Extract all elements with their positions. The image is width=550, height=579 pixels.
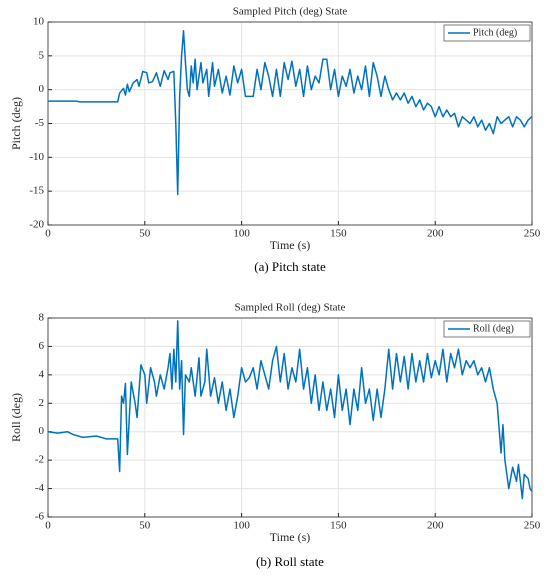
chart-title: Sampled Pitch (deg) State bbox=[233, 6, 348, 18]
x-tick-label: 250 bbox=[524, 228, 541, 240]
legend: Pitch (deg) bbox=[443, 24, 531, 42]
x-tick-label: 150 bbox=[330, 228, 347, 240]
legend: Roll (deg) bbox=[443, 320, 531, 338]
y-tick-label: -10 bbox=[29, 151, 44, 163]
y-tick-label: -2 bbox=[35, 454, 44, 466]
data-line bbox=[47, 320, 533, 500]
y-tick-label: 0 bbox=[39, 83, 45, 95]
plot-frame bbox=[47, 317, 533, 518]
y-tick-label: -6 bbox=[35, 511, 45, 523]
x-tick-label: 200 bbox=[427, 228, 444, 240]
x-tick-label: 50 bbox=[139, 228, 151, 240]
plot-frame bbox=[47, 21, 533, 226]
x-tick-label: 150 bbox=[330, 520, 347, 532]
x-axis-label: Time (s) bbox=[270, 238, 311, 252]
y-axis-label: Roll (deg) bbox=[9, 393, 23, 442]
x-tick-label: 0 bbox=[45, 520, 51, 532]
chart-title: Sampled Roll (deg) State bbox=[235, 302, 346, 314]
y-tick-label: 5 bbox=[39, 49, 45, 61]
legend-label: Pitch (deg) bbox=[473, 27, 517, 38]
x-tick-label: 250 bbox=[524, 520, 541, 532]
y-tick-label: 0 bbox=[39, 425, 45, 437]
y-tick-label: 6 bbox=[39, 340, 45, 352]
x-tick-label: 0 bbox=[45, 228, 51, 240]
y-tick-label: -15 bbox=[29, 185, 44, 197]
y-tick-label: 2 bbox=[39, 397, 45, 409]
legend-box bbox=[443, 24, 531, 42]
caption: (b) Roll state bbox=[256, 554, 324, 569]
y-tick-label: 8 bbox=[39, 312, 45, 324]
y-tick-label: -20 bbox=[29, 219, 44, 231]
x-tick-label: 100 bbox=[233, 520, 250, 532]
y-tick-label: -5 bbox=[35, 117, 45, 129]
data-line bbox=[48, 30, 533, 196]
x-tick-label: 200 bbox=[427, 520, 444, 532]
x-tick-label: 50 bbox=[139, 520, 151, 532]
x-axis-label: Time (s) bbox=[270, 530, 311, 544]
caption: (a) Pitch state bbox=[254, 259, 326, 274]
legend-label: Roll (deg) bbox=[473, 323, 514, 334]
y-tick-label: 4 bbox=[39, 368, 45, 380]
y-tick-label: -4 bbox=[35, 482, 45, 494]
x-tick-label: 100 bbox=[233, 228, 250, 240]
y-tick-label: 10 bbox=[33, 16, 45, 28]
legend-box bbox=[443, 320, 531, 338]
y-axis-label: Pitch (deg) bbox=[9, 97, 23, 150]
